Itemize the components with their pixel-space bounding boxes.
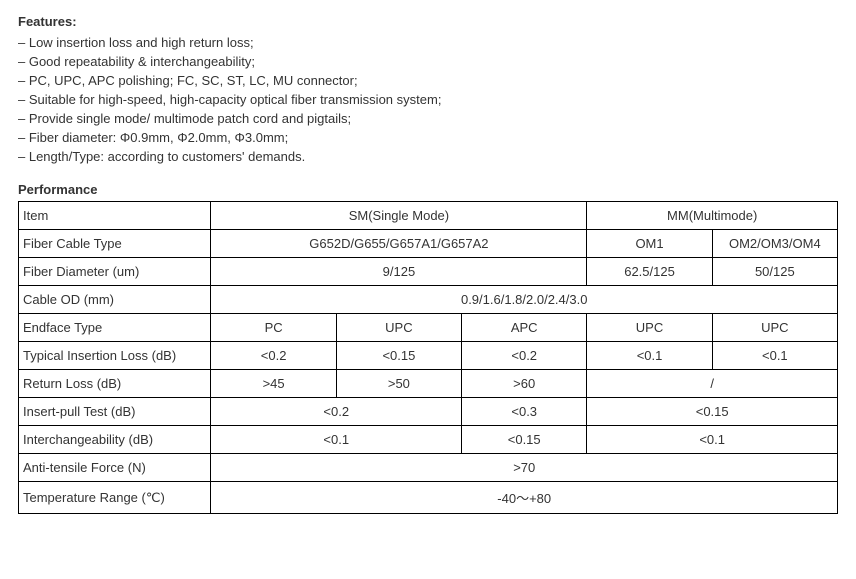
cell: -40～+80	[211, 482, 838, 514]
row-label: Typical Insertion Loss (dB)	[19, 342, 211, 370]
feature-item: – Low insertion loss and high return los…	[18, 35, 838, 50]
header-item: Item	[19, 202, 211, 230]
feature-item: – PC, UPC, APC polishing; FC, SC, ST, LC…	[18, 73, 838, 88]
cell: <0.2	[462, 342, 587, 370]
cell: UPC	[587, 314, 712, 342]
row-label: Cable OD (mm)	[19, 286, 211, 314]
cell: <0.1	[712, 342, 837, 370]
table-row: Cable OD (mm) 0.9/1.6/1.8/2.0/2.4/3.0	[19, 286, 838, 314]
cell: <0.1	[211, 426, 462, 454]
table-row: Endface Type PC UPC APC UPC UPC	[19, 314, 838, 342]
features-title: Features:	[18, 14, 838, 29]
table-row: Typical Insertion Loss (dB) <0.2 <0.15 <…	[19, 342, 838, 370]
header-mm: MM(Multimode)	[587, 202, 838, 230]
cell: 62.5/125	[587, 258, 712, 286]
cell: 9/125	[211, 258, 587, 286]
table-row: Anti-tensile Force (N) >70	[19, 454, 838, 482]
feature-item: – Provide single mode/ multimode patch c…	[18, 111, 838, 126]
table-row: Interchangeability (dB) <0.1 <0.15 <0.1	[19, 426, 838, 454]
cell: 0.9/1.6/1.8/2.0/2.4/3.0	[211, 286, 838, 314]
feature-item: – Fiber diameter: Φ0.9mm, Φ2.0mm, Φ3.0mm…	[18, 130, 838, 145]
cell: <0.15	[336, 342, 461, 370]
cell: UPC	[336, 314, 461, 342]
row-label: Endface Type	[19, 314, 211, 342]
table-row: Temperature Range (℃) -40～+80	[19, 482, 838, 514]
row-label: Fiber Cable Type	[19, 230, 211, 258]
cell: PC	[211, 314, 336, 342]
row-label: Temperature Range (℃)	[19, 482, 211, 514]
cell: APC	[462, 314, 587, 342]
cell: OM2/OM3/OM4	[712, 230, 837, 258]
feature-item: – Length/Type: according to customers' d…	[18, 149, 838, 164]
cell: G652D/G655/G657A1/G657A2	[211, 230, 587, 258]
cell: >45	[211, 370, 336, 398]
table-row: Insert-pull Test (dB) <0.2 <0.3 <0.15	[19, 398, 838, 426]
cell: >60	[462, 370, 587, 398]
cell: 50/125	[712, 258, 837, 286]
row-label: Return Loss (dB)	[19, 370, 211, 398]
performance-title: Performance	[18, 182, 838, 197]
row-label: Fiber Diameter (um)	[19, 258, 211, 286]
table-row: Fiber Cable Type G652D/G655/G657A1/G657A…	[19, 230, 838, 258]
row-label: Insert-pull Test (dB)	[19, 398, 211, 426]
cell: /	[587, 370, 838, 398]
performance-table: Item SM(Single Mode) MM(Multimode) Fiber…	[18, 201, 838, 514]
feature-item: – Suitable for high-speed, high-capacity…	[18, 92, 838, 107]
table-row: Fiber Diameter (um) 9/125 62.5/125 50/12…	[19, 258, 838, 286]
row-label: Anti-tensile Force (N)	[19, 454, 211, 482]
table-row: Return Loss (dB) >45 >50 >60 /	[19, 370, 838, 398]
cell: UPC	[712, 314, 837, 342]
cell: <0.2	[211, 342, 336, 370]
table-row: Item SM(Single Mode) MM(Multimode)	[19, 202, 838, 230]
cell: <0.3	[462, 398, 587, 426]
header-sm: SM(Single Mode)	[211, 202, 587, 230]
feature-item: – Good repeatability & interchangeabilit…	[18, 54, 838, 69]
cell: OM1	[587, 230, 712, 258]
row-label: Interchangeability (dB)	[19, 426, 211, 454]
cell: <0.15	[462, 426, 587, 454]
cell: <0.15	[587, 398, 838, 426]
cell: >50	[336, 370, 461, 398]
cell: <0.1	[587, 426, 838, 454]
cell: <0.2	[211, 398, 462, 426]
cell: <0.1	[587, 342, 712, 370]
cell: >70	[211, 454, 838, 482]
